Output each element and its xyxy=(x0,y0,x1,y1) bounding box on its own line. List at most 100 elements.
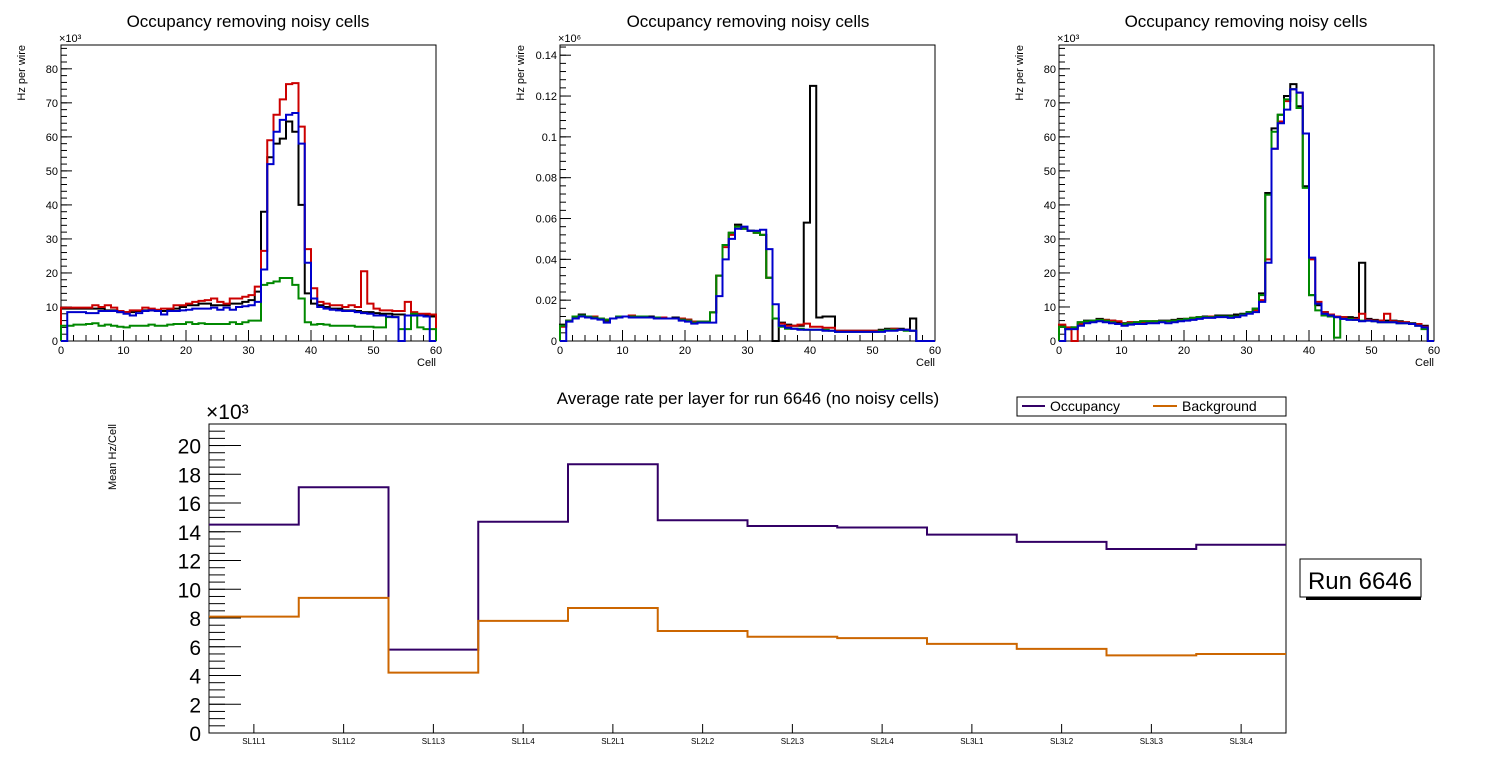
y-tick-label: 18 xyxy=(178,464,201,487)
y-tick-label: 0.1 xyxy=(542,132,557,144)
y-tick-label: 60 xyxy=(46,132,58,144)
x-axis-label: Cell xyxy=(916,357,935,369)
x-tick-label: 50 xyxy=(367,345,379,357)
y-tick-label: 80 xyxy=(46,64,58,76)
x-tick-label: 20 xyxy=(679,345,691,357)
y-multiplier-label: ×10³ xyxy=(206,401,249,424)
histogram-series-red xyxy=(1058,88,1434,342)
x-category-label: SL3L4 xyxy=(1230,737,1254,746)
histogram-series-black xyxy=(559,84,935,342)
y-axis-label: Hz per wire xyxy=(515,45,527,101)
legend-label-occupancy: Occupancy xyxy=(1050,398,1120,414)
panel-title: Occupancy removing noisy cells xyxy=(1125,12,1368,31)
y-tick-label: 0 xyxy=(189,723,201,746)
panel-title: Occupancy removing noisy cells xyxy=(127,12,370,31)
x-category-label: SL1L2 xyxy=(332,737,356,746)
x-tick-label: 60 xyxy=(929,345,941,357)
x-tick-label: 20 xyxy=(180,345,192,357)
histogram-series-blue xyxy=(61,112,436,342)
y-tick-label: 0.06 xyxy=(536,214,557,226)
y-tick-label: 40 xyxy=(1044,200,1056,212)
x-category-label: SL3L3 xyxy=(1140,737,1164,746)
y-tick-label: 0.14 xyxy=(536,50,557,62)
summary-series-background xyxy=(209,596,1286,674)
x-category-label: SL1L4 xyxy=(512,737,536,746)
y-tick-label: 20 xyxy=(178,436,201,459)
y-tick-label: 0.08 xyxy=(536,173,557,185)
y-tick-label: 10 xyxy=(1044,302,1056,314)
histogram-series-black xyxy=(1058,83,1434,342)
x-tick-label: 0 xyxy=(557,345,563,357)
y-multiplier-label: ×10³ xyxy=(1057,33,1080,45)
y-tick-label: 30 xyxy=(1044,234,1056,246)
x-tick-label: 40 xyxy=(305,345,317,357)
y-tick-label: 6 xyxy=(189,637,201,660)
plot-frame xyxy=(1058,44,1435,342)
summary-plot-frame xyxy=(208,423,1287,734)
y-tick-label: 60 xyxy=(1044,132,1056,144)
histogram-series-red xyxy=(559,225,935,342)
y-tick-label: 10 xyxy=(46,302,58,314)
x-tick-label: 10 xyxy=(1115,345,1127,357)
histogram-series-green xyxy=(1058,88,1434,342)
y-tick-label: 12 xyxy=(178,551,201,574)
summary-panel: Average rate per layer for run 6646 (no … xyxy=(107,389,1422,746)
y-multiplier-label: ×10³ xyxy=(59,33,82,45)
histogram-panel-1: Occupancy removing noisy cells 0 10 20 30 40 5… xyxy=(16,12,442,369)
x-category-label: SL2L1 xyxy=(601,737,625,746)
legend: Occupancy Background xyxy=(1016,396,1287,417)
histogram-series-blue xyxy=(1059,88,1434,342)
y-tick-label: 50 xyxy=(1044,166,1056,178)
y-axis-label: Hz per wire xyxy=(16,45,28,101)
y-tick-label: 30 xyxy=(46,234,58,246)
y-multiplier-label: ×10⁶ xyxy=(558,33,581,45)
histogram-panel-2: Occupancy removing noisy cells 0 0.02 0.04 0… xyxy=(515,12,941,369)
x-category-label: SL2L2 xyxy=(691,737,715,746)
x-tick-label: 40 xyxy=(1303,345,1315,357)
legend-box xyxy=(1016,396,1287,417)
run-annotation: Run 6646 xyxy=(1299,558,1422,600)
y-tick-label: 16 xyxy=(178,493,201,516)
x-tick-label: 10 xyxy=(616,345,628,357)
summary-series-occupancy xyxy=(209,463,1286,651)
x-axis-label: Cell xyxy=(1415,357,1434,369)
panel-title: Occupancy removing noisy cells xyxy=(627,12,870,31)
y-tick-label: 50 xyxy=(46,166,58,178)
y-tick-label: 20 xyxy=(46,268,58,280)
y-tick-label: 2 xyxy=(189,694,201,717)
summary-title: Average rate per layer for run 6646 (no … xyxy=(557,389,939,408)
y-tick-label: 0 xyxy=(551,336,557,348)
x-tick-label: 50 xyxy=(866,345,878,357)
x-tick-label: 60 xyxy=(430,345,442,357)
histogram-series-green xyxy=(559,225,935,342)
y-tick-label: 14 xyxy=(178,522,202,545)
x-tick-label: 30 xyxy=(741,345,753,357)
x-tick-label: 50 xyxy=(1365,345,1377,357)
histogram-panel-3: Occupancy removing noisy cells 0 10 20 30 40 5… xyxy=(1014,12,1440,369)
x-tick-label: 40 xyxy=(804,345,816,357)
plot-frame xyxy=(559,44,936,342)
y-tick-label: 0.02 xyxy=(536,295,557,307)
x-tick-label: 30 xyxy=(1240,345,1252,357)
annotation-box xyxy=(1299,558,1422,598)
y-tick-label: 10 xyxy=(178,579,201,602)
x-category-label: SL1L3 xyxy=(422,737,446,746)
x-tick-label: 30 xyxy=(242,345,254,357)
legend-label-background: Background xyxy=(1182,398,1257,414)
y-tick-label: 80 xyxy=(1044,64,1056,76)
y-axis-label: Mean Hz/Cell xyxy=(107,424,119,490)
annotation-text: Run 6646 xyxy=(1308,568,1412,595)
x-category-label: SL2L3 xyxy=(781,737,805,746)
histogram-series-blue xyxy=(560,225,935,342)
y-axis-label: Hz per wire xyxy=(1014,45,1026,101)
y-tick-label: 0.12 xyxy=(536,91,557,103)
x-tick-label: 0 xyxy=(58,345,64,357)
histogram-series-green xyxy=(60,277,437,341)
x-category-label: SL1L1 xyxy=(242,737,266,746)
y-tick-label: 0 xyxy=(52,336,58,348)
y-tick-label: 8 xyxy=(189,608,201,631)
y-tick-label: 0.04 xyxy=(536,254,557,266)
y-tick-label: 40 xyxy=(46,200,58,212)
y-tick-label: 70 xyxy=(1044,98,1056,110)
